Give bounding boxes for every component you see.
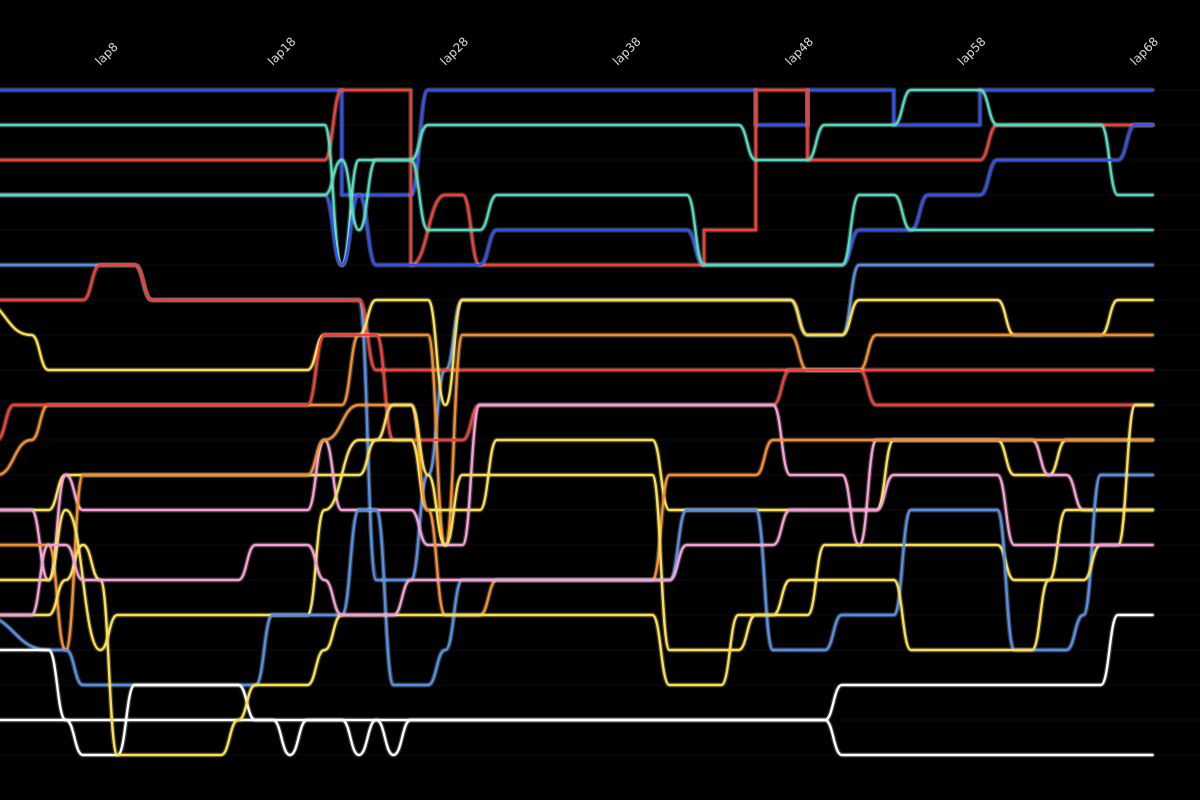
series-line-stroke — [0, 333, 1154, 442]
series-line-stroke — [0, 333, 1154, 547]
series-line-stroke — [0, 403, 1154, 757]
series-line-3 — [0, 87, 1155, 268]
series-line-stroke — [0, 473, 1154, 617]
series-line-stroke — [0, 403, 1154, 652]
series-line-stroke — [0, 613, 1154, 757]
series-line-11 — [0, 437, 1155, 513]
series-line-8 — [0, 297, 1155, 408]
series-line-19 — [0, 472, 1155, 618]
series-line-stroke — [0, 438, 1154, 512]
series-line-stroke — [0, 263, 1154, 372]
series-line-4 — [0, 122, 1155, 268]
series-line-stroke — [0, 88, 1154, 267]
series-line-5 — [0, 157, 1155, 268]
series-line-stroke — [0, 158, 1154, 267]
series-line-9 — [0, 332, 1155, 548]
series-line-13 — [0, 402, 1155, 653]
series-line-stroke — [0, 718, 1154, 757]
series-line-stroke — [0, 123, 1154, 267]
series-line-10 — [0, 332, 1155, 443]
series-line-17 — [0, 717, 1155, 758]
series-line-18 — [0, 402, 1155, 758]
series-line-7 — [0, 262, 1155, 373]
series-line-2 — [0, 87, 1155, 268]
series-line-16 — [0, 612, 1155, 758]
series-line-stroke — [0, 298, 1154, 407]
series-line-stroke — [0, 403, 1154, 652]
series-line-stroke — [0, 88, 1154, 267]
series-line-stroke — [0, 403, 1154, 582]
series-line-14 — [0, 402, 1155, 653]
series-layer — [0, 87, 1155, 758]
series-line-12 — [0, 402, 1155, 583]
